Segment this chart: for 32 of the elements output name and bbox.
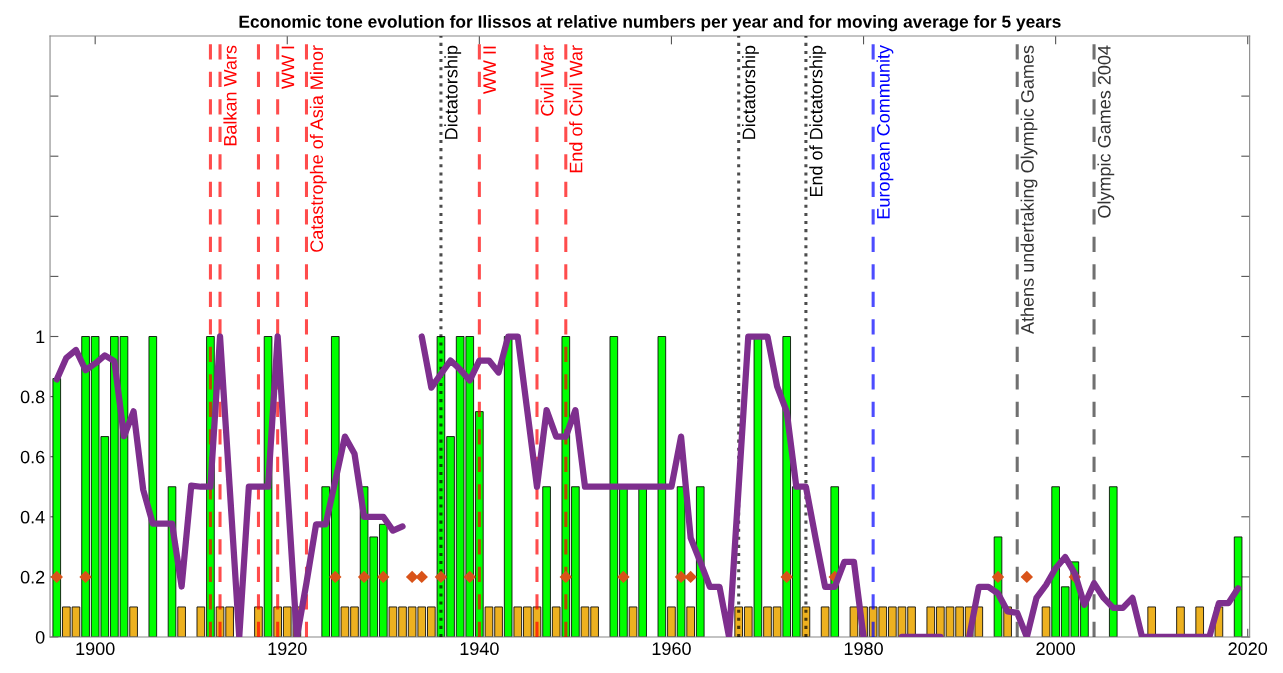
y-tick-label: 0.4 bbox=[20, 510, 45, 524]
y-tick-label: 0 bbox=[35, 630, 45, 644]
x-tick-label: 2020 bbox=[1228, 642, 1268, 656]
y-tick-label: 0.6 bbox=[20, 450, 45, 464]
ref-line-label: Olympic Games 2004 bbox=[1097, 45, 1115, 218]
ref-line-label: Dictatorship bbox=[444, 45, 462, 139]
x-tick-label: 1940 bbox=[460, 642, 499, 656]
ref-line-label: European Community bbox=[876, 45, 894, 219]
ref-line-label: End of Dictatorship bbox=[809, 45, 827, 197]
y-tick-label: 0.2 bbox=[20, 570, 45, 584]
bar bbox=[1233, 536, 1243, 637]
ref-line-label: Balkan Wars bbox=[223, 45, 237, 146]
ref-line-label: WW II bbox=[483, 46, 496, 95]
ref-line-label: Civil War bbox=[540, 45, 554, 116]
ref-line-label: WW I bbox=[281, 46, 295, 90]
bar bbox=[148, 336, 158, 637]
x-tick-label: 1900 bbox=[76, 642, 115, 656]
x-tick-label: 1920 bbox=[268, 642, 307, 656]
bar bbox=[1147, 606, 1156, 637]
y-tick-label: 0.8 bbox=[20, 390, 45, 404]
ref-line-label: Catastrophe of Asia Minor bbox=[309, 45, 327, 252]
bar bbox=[1176, 606, 1185, 637]
ref-line-label: Athens undertaking Olympic Games bbox=[1020, 45, 1038, 334]
bar bbox=[1195, 606, 1204, 637]
ref-line-label: End of Civil War bbox=[569, 45, 583, 173]
bar bbox=[1109, 486, 1118, 637]
ref-line-label: Dictatorship bbox=[742, 45, 759, 139]
y-tick-label: 1 bbox=[36, 330, 45, 344]
x-tick-label: 2000 bbox=[1036, 642, 1076, 656]
chart-title: Economic tone evolution for Ilissos at relative numbers per year and for moving average for 5 years bbox=[239, 15, 1061, 32]
x-tick-label: 1980 bbox=[844, 642, 883, 656]
x-tick-label: 1960 bbox=[652, 642, 691, 656]
